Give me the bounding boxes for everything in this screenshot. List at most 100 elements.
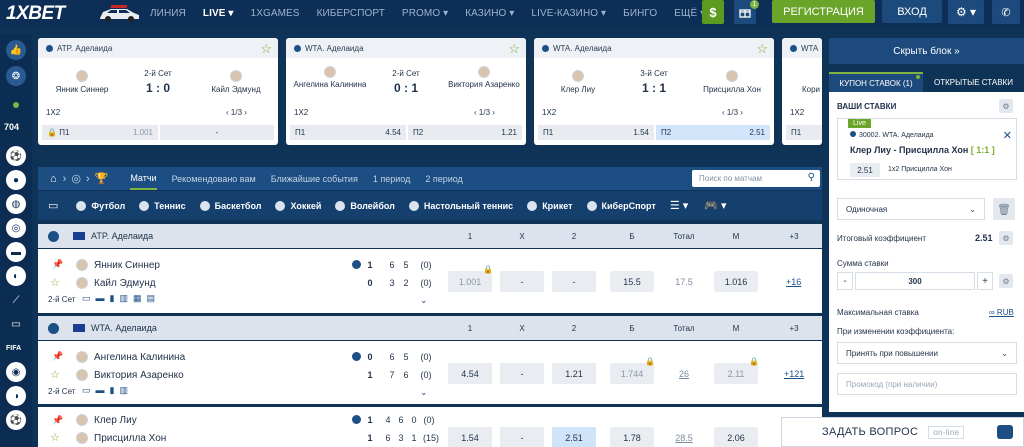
search-icon[interactable]: ⚲: [807, 172, 815, 183]
sport-hockey[interactable]: Хоккей: [275, 200, 321, 211]
remove-bet-close-icon[interactable]: ✕: [1002, 130, 1012, 142]
tab-recommended[interactable]: Рекомендовано вам: [171, 173, 256, 184]
monitor-icon[interactable]: ▭: [48, 200, 59, 212]
pin-icon[interactable]: 📌: [52, 415, 64, 425]
sport-tennis[interactable]: Теннис: [139, 200, 186, 211]
odd-1[interactable]: 4.54: [448, 363, 492, 384]
league-header-2[interactable]: WTA. Аделаида 1 X 2 Б Тотал М +3: [38, 316, 822, 340]
odd-2[interactable]: -: [552, 271, 596, 292]
odd-2[interactable]: 2.51: [552, 427, 596, 447]
odd-p2-button[interactable]: -: [160, 125, 274, 140]
esports-icon[interactable]: ▭: [11, 318, 21, 330]
live-count[interactable]: 704: [4, 122, 20, 132]
match-search-input[interactable]: Поиск по матчам ⚲: [692, 170, 820, 187]
table-tennis-icon[interactable]: ◐: [6, 266, 26, 286]
odd-m[interactable]: 1.016: [714, 271, 758, 292]
favorite-star-icon[interactable]: ☆: [50, 277, 60, 289]
like-icon[interactable]: 👍: [6, 40, 26, 60]
odd-x[interactable]: -: [500, 427, 544, 447]
odd-p1-button[interactable]: П1 4.54: [290, 125, 406, 140]
featured-match-card-2[interactable]: WTA. Аделаида ☆ Ангелина Калинина 2-й Се…: [286, 38, 526, 145]
odd-b[interactable]: 1.744 🔒: [610, 357, 655, 384]
gamepad-icon[interactable]: 🎮 ▾: [704, 200, 727, 212]
market-pager[interactable]: ‹ 1/3 ›: [722, 108, 743, 117]
favorite-star-icon[interactable]: ☆: [260, 41, 272, 56]
hide-block-button[interactable]: Скрыть блок »: [829, 38, 1024, 64]
odd-m[interactable]: 2.11 🔒: [714, 357, 759, 384]
total-odd-gear-icon[interactable]: ⚙: [999, 231, 1013, 245]
stake-plus-button[interactable]: +: [977, 272, 993, 290]
deposit-button[interactable]: $: [702, 0, 724, 24]
match-row-3[interactable]: 📌 ☆ Клер Лиу Присцилла Хон 1 4 6 0 (0) 1…: [38, 407, 822, 447]
sport-table-tennis[interactable]: Настольный теннис: [408, 200, 513, 211]
sport-volleyball[interactable]: Волейбол: [335, 200, 395, 211]
odd-p2-button[interactable]: П2 2.51: [656, 125, 770, 140]
expand-chevron-icon[interactable]: ⌄: [420, 295, 428, 305]
nav-esports[interactable]: КИБЕРСПОРТ: [316, 7, 385, 19]
login-button[interactable]: ВХОД: [882, 0, 942, 23]
tennis-icon[interactable]: ●: [6, 170, 26, 190]
odd-x[interactable]: -: [500, 271, 544, 292]
stats-icons[interactable]: ▭▬▮▥▦▤: [82, 293, 160, 303]
stake-input[interactable]: 300: [855, 272, 975, 290]
nav-promo[interactable]: PROMO ▾: [401, 7, 449, 19]
trophy-icon[interactable]: 🏆: [94, 173, 109, 185]
football-icon[interactable]: ⚽: [6, 146, 26, 166]
register-button[interactable]: РЕГИСТРАЦИЯ: [772, 0, 875, 23]
volleyball-icon[interactable]: ◎: [6, 218, 26, 238]
nav-more[interactable]: ЕЩЁ ▾: [674, 7, 705, 19]
odd-p1-button[interactable]: П1: [786, 125, 822, 140]
tab-upcoming[interactable]: Ближайшие события: [270, 173, 358, 184]
nav-live[interactable]: LIVE ▾: [202, 7, 234, 19]
more-sports-icon[interactable]: ☰ ▾: [669, 200, 689, 212]
hockey-icon[interactable]: ▬: [6, 242, 26, 262]
odd-x[interactable]: -: [500, 363, 544, 384]
gift-button[interactable]: 1: [734, 0, 759, 24]
tab-period-2[interactable]: 2 период: [425, 173, 463, 184]
globe-icon[interactable]: ◉: [6, 362, 26, 382]
odd-m[interactable]: 2.06: [714, 427, 758, 447]
sport-esports[interactable]: КиберСпорт: [586, 200, 656, 211]
phone-button[interactable]: ✆: [992, 0, 1020, 24]
max-bet-value[interactable]: ∞ RUB: [989, 308, 1014, 317]
league-header-1[interactable]: ATP. Аделаида 1 X 2 Б Тотал М +3: [38, 224, 822, 248]
tab-period-1[interactable]: 1 период: [372, 173, 411, 184]
featured-match-card-4[interactable]: WTA Кори 1X2 П1: [782, 38, 822, 145]
bet-mode-select[interactable]: Одиночная ⌄: [837, 198, 985, 220]
market-pager[interactable]: ‹ 1/3 ›: [474, 108, 495, 117]
clear-coupon-trash-icon[interactable]: 🗑: [993, 198, 1015, 220]
home-icon[interactable]: ⌂: [50, 172, 57, 185]
tab-coupon[interactable]: КУПОН СТАВОК (1): [829, 72, 923, 92]
featured-match-card-1[interactable]: ATP. Аделаида ☆ Янник Синнер 2-й Сет 1 :…: [38, 38, 278, 145]
nav-bingo[interactable]: БИНГО: [623, 7, 658, 19]
odd-total[interactable]: 28.5: [675, 432, 693, 443]
nav-1xgames[interactable]: 1XGAMES: [250, 7, 300, 19]
odd-2[interactable]: 1.21: [552, 363, 596, 384]
odd-p1-button[interactable]: 🔒 П1 1.001: [42, 125, 158, 140]
ask-question-button[interactable]: ЗАДАТЬ ВОПРОС on-line: [781, 417, 1024, 447]
odd-p2-button[interactable]: П2 1.21: [408, 125, 522, 140]
odd-total[interactable]: 26: [678, 368, 689, 379]
more-bets-link[interactable]: +121: [784, 369, 805, 379]
odd-b[interactable]: 15.5: [610, 271, 654, 292]
market-pager[interactable]: ‹ 1/3 ›: [226, 108, 247, 117]
tab-matches[interactable]: Матчи: [130, 168, 157, 190]
expand-chevron-icon[interactable]: ⌄: [420, 387, 428, 397]
odd-total[interactable]: 17.5: [675, 276, 693, 287]
sport-cricket[interactable]: Крикет: [527, 200, 573, 211]
sport-basketball[interactable]: Баскетбол: [199, 200, 261, 211]
match-row-1[interactable]: 📌 ☆ Янник Синнер Кайл Эдмунд 1 6 5 (0) 0…: [38, 249, 822, 313]
odd-1[interactable]: 1.001 🔒: [448, 265, 493, 292]
stake-minus-button[interactable]: -: [837, 272, 853, 290]
odd-change-select[interactable]: Принять при повышении ⌄: [837, 342, 1017, 364]
basketball-icon[interactable]: ◍: [6, 194, 26, 214]
bets-settings-gear-icon[interactable]: ⚙: [999, 99, 1013, 113]
odd-p1-button[interactable]: П1 1.54: [538, 125, 654, 140]
match-row-2[interactable]: 📌 ☆ Ангелина Калинина Виктория Азаренко …: [38, 341, 822, 404]
car-promo-icon[interactable]: [97, 3, 141, 23]
cricket-icon[interactable]: ⟋: [12, 294, 20, 306]
nav-live-casino[interactable]: LIVE-КАЗИНО ▾: [531, 7, 607, 19]
award-icon[interactable]: ❂: [6, 66, 26, 86]
stake-gear-icon[interactable]: ⚙: [999, 274, 1013, 288]
tab-open-bets[interactable]: ОТКРЫТЫЕ СТАВКИ: [923, 72, 1024, 92]
